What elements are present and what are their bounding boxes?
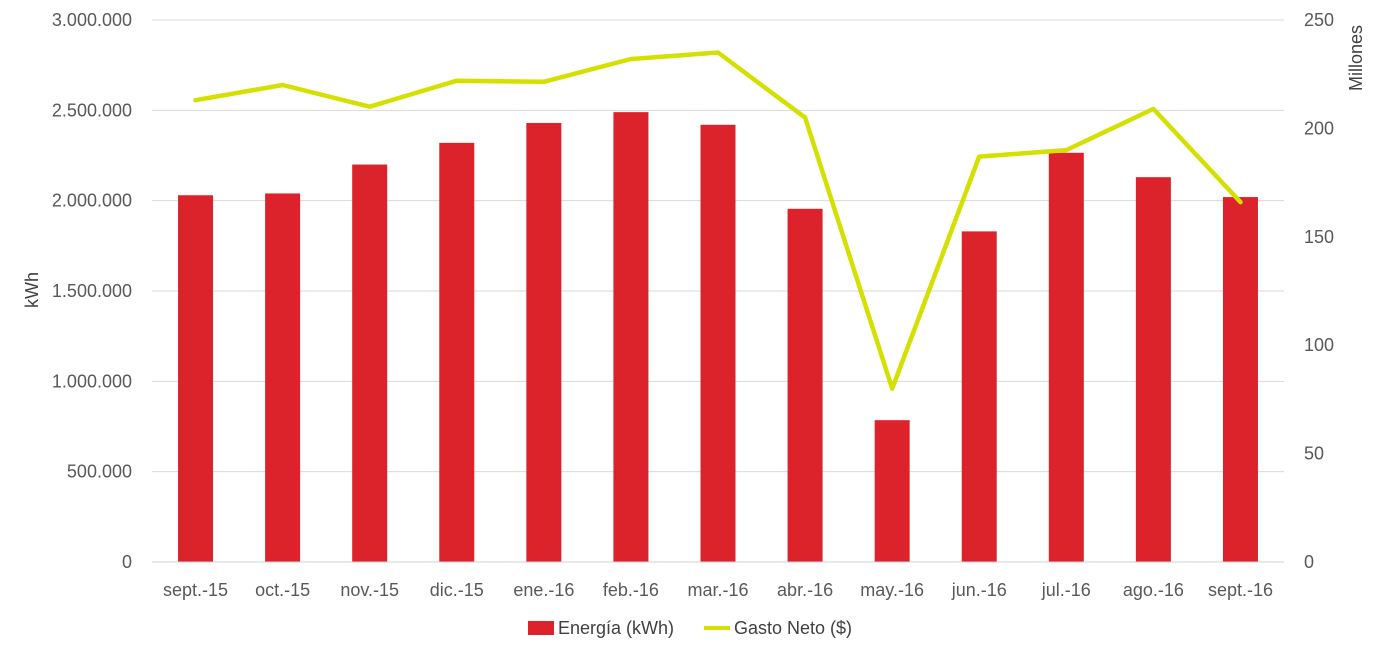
bar	[265, 193, 301, 562]
category-label: ago.-16	[1123, 580, 1184, 600]
bar	[961, 231, 997, 562]
legend-swatch-energia	[528, 621, 554, 635]
category-label: jul.-16	[1041, 580, 1091, 600]
bar	[874, 420, 910, 562]
category-label: sept.-15	[163, 580, 228, 600]
left-tick-label: 0	[122, 552, 132, 572]
bar	[700, 124, 736, 562]
bar	[178, 195, 214, 562]
category-label: mar.-16	[687, 580, 748, 600]
right-axis-title: Millones	[1346, 25, 1366, 91]
category-label: oct.-15	[255, 580, 310, 600]
right-tick-label: 150	[1304, 227, 1334, 247]
left-tick-label: 1.000.000	[52, 371, 132, 391]
left-tick-label: 1.500.000	[52, 281, 132, 301]
bar	[1222, 197, 1258, 562]
bar	[439, 142, 475, 562]
category-label: may.-16	[860, 580, 924, 600]
legend-label-gasto-neto: Gasto Neto ($)	[734, 618, 852, 638]
right-tick-label: 200	[1304, 118, 1334, 138]
category-label: jun.-16	[951, 580, 1007, 600]
category-label: dic.-15	[430, 580, 484, 600]
bar	[526, 122, 562, 562]
right-tick-label: 100	[1304, 335, 1334, 355]
left-axis-title: kWh	[22, 272, 42, 308]
bar	[613, 112, 649, 562]
left-tick-label: 3.000.000	[52, 10, 132, 30]
bar	[1135, 177, 1171, 562]
right-axis-ticks: 0 50 100 150 200 250	[1304, 10, 1334, 572]
right-tick-label: 250	[1304, 10, 1334, 30]
right-tick-label: 50	[1304, 444, 1324, 464]
right-tick-label: 0	[1304, 552, 1314, 572]
category-axis-ticks: sept.-15 oct.-15 nov.-15 dic.-15 ene.-16 feb.…	[163, 580, 1273, 600]
category-label: sept.-16	[1208, 580, 1273, 600]
category-label: abr.-16	[777, 580, 833, 600]
left-tick-label: 2.000.000	[52, 191, 132, 211]
left-tick-label: 500.000	[67, 462, 132, 482]
line-series-gasto-neto	[193, 50, 1243, 391]
category-label: ene.-16	[513, 580, 574, 600]
legend-label-energia: Energía (kWh)	[558, 618, 674, 638]
bar-series-energia	[178, 112, 1258, 563]
left-axis-ticks: 0 500.000 1.000.000 1.500.000 2.000.000 2.500…	[52, 10, 132, 572]
bar	[787, 208, 823, 562]
bar	[1048, 152, 1084, 563]
bar	[352, 164, 388, 563]
category-label: nov.-15	[340, 580, 399, 600]
legend: Energía (kWh) Gasto Neto ($)	[528, 618, 852, 638]
category-label: feb.-16	[603, 580, 659, 600]
left-tick-label: 2.500.000	[52, 100, 132, 120]
